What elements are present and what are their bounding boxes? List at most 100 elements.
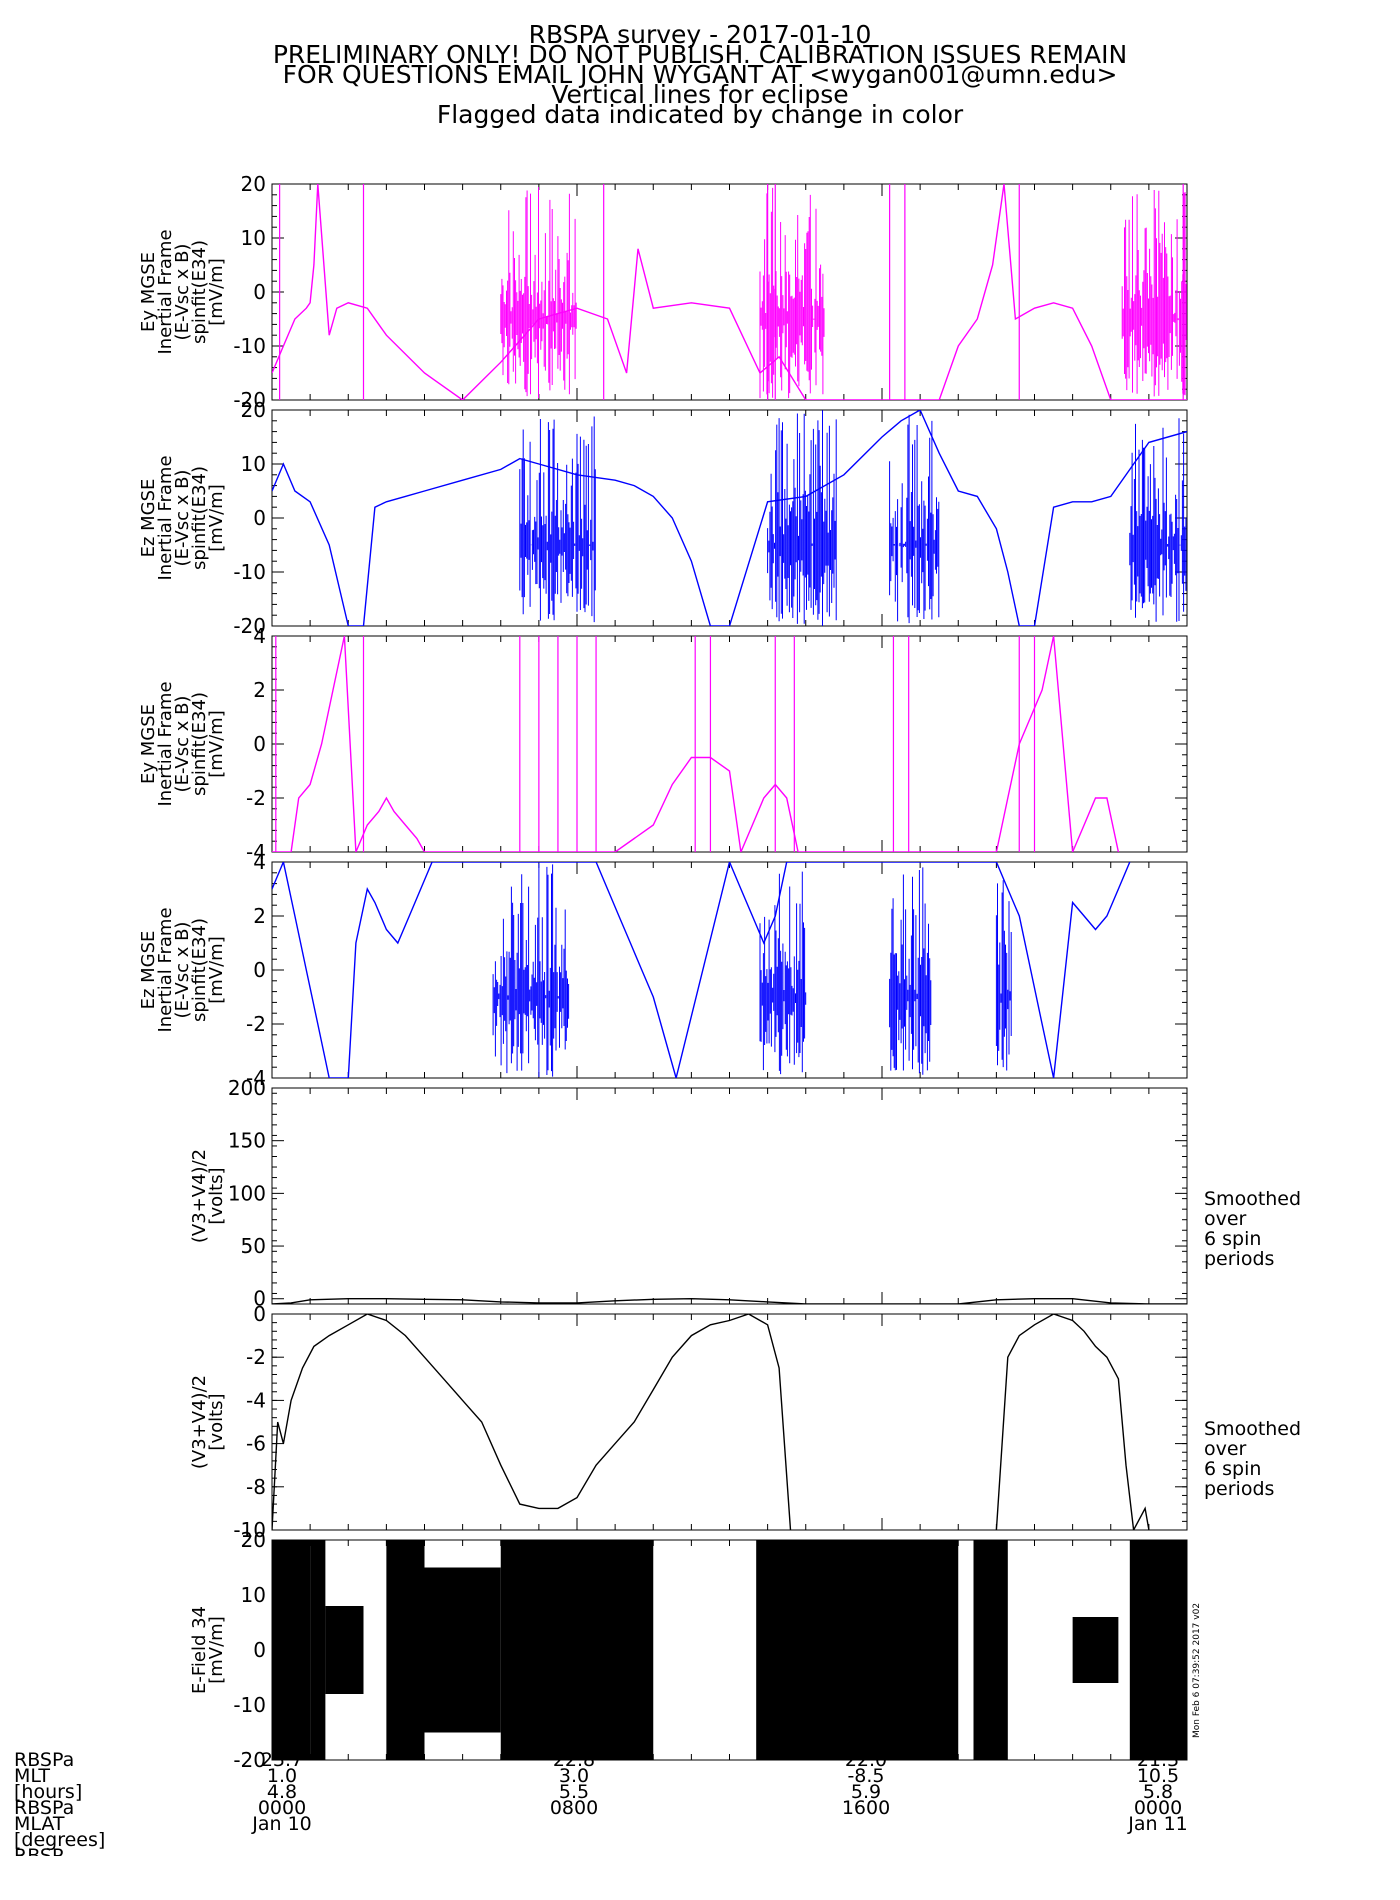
y-tick-label: -2 [246, 1345, 266, 1369]
y-tick-label: -10 [233, 334, 266, 358]
smoothing-note: 6 spin [1204, 1458, 1261, 1480]
noise-band [889, 414, 940, 624]
y-axis-label: spinfit(E34) [189, 692, 210, 796]
y-axis-label: Inertial Frame [155, 907, 176, 1032]
y-tick-label: 4 [253, 850, 266, 874]
smoothing-note: over [1204, 1438, 1247, 1460]
efield-segment [272, 1540, 311, 1760]
footer-label-rbspa-2: RBSPa [14, 1797, 75, 1819]
y-tick-label: -4 [246, 1388, 266, 1412]
noise-band [500, 187, 577, 399]
footer-label-degrees: [degrees] [14, 1829, 106, 1851]
noise-band [1121, 190, 1187, 397]
y-tick-label: 10 [241, 1583, 266, 1607]
series-line-2 [995, 1314, 1150, 1530]
noise-band [759, 871, 807, 1075]
y-axis-label: Ey MGSE [138, 252, 159, 332]
y-tick-label: -8 [246, 1475, 266, 1499]
y-tick-label: 2 [253, 678, 266, 702]
footer-value: 1600 [841, 1797, 891, 1819]
efield-segment [756, 1540, 959, 1760]
y-tick-label: 150 [228, 1129, 266, 1153]
y-tick-label: -20 [233, 388, 266, 412]
y-axis-label: [mV/m] [206, 710, 227, 778]
efield-segment [386, 1540, 425, 1760]
noise-band [889, 867, 932, 1075]
footer-col-4: 21.3 10.5 5.8 0000 Jan 11 [1113, 1749, 1203, 1834]
footer-value: 0000 [257, 1797, 307, 1819]
y-tick-label: 100 [228, 1181, 266, 1205]
footer-value: Jan 10 [252, 1813, 312, 1835]
y-tick-label: 0 [253, 1302, 266, 1326]
y-tick-label: -20 [233, 614, 266, 638]
y-tick-label: 20 [241, 398, 266, 422]
y-axis-label: Inertial Frame [155, 681, 176, 806]
y-tick-label: 50 [241, 1234, 266, 1258]
footer-label-mlat: MLAT [14, 1813, 65, 1835]
footer-value: 22.0 [844, 1749, 888, 1771]
footer-value: 4.8 [266, 1781, 298, 1803]
title-line-3: FOR QUESTIONS EMAIL JOHN WYGANT AT <wyga… [282, 60, 1118, 89]
y-axis-label: (E-Vsc x B) [172, 696, 193, 793]
efield-segment [1129, 1540, 1187, 1760]
efield-segment [310, 1540, 326, 1760]
smoothing-note: over [1204, 1208, 1247, 1230]
y-axis-label: E-Field 34 [189, 1606, 210, 1694]
footer-value: 22.8 [552, 1749, 596, 1771]
panel-frame [271, 409, 1188, 627]
efield-segment [424, 1567, 501, 1733]
y-axis-label: [volts] [206, 1167, 227, 1224]
efield-segment [1072, 1617, 1119, 1683]
y-tick-label: -2 [246, 786, 266, 810]
y-tick-label: -2 [246, 1012, 266, 1036]
smoothing-note: Smoothed [1204, 1418, 1301, 1440]
y-axis-label: Inertial Frame [155, 229, 176, 354]
y-axis-label: spinfit(E34) [189, 918, 210, 1022]
y-tick-label: -4 [246, 840, 266, 864]
y-tick-label: 20 [241, 172, 266, 196]
y-axis-label: Ez MGSE [138, 931, 159, 1010]
efield-segment [500, 1540, 577, 1760]
y-tick-label: -10 [233, 1518, 266, 1542]
footer-value: 5.8 [1142, 1781, 1174, 1803]
y-axis-label: [mV/m] [206, 258, 227, 326]
footer-value: 5.9 [850, 1781, 882, 1803]
efield-segment [973, 1540, 1008, 1760]
y-tick-label: 20 [241, 1528, 266, 1552]
title-line-5: Flagged data indicated by change in colo… [436, 100, 964, 129]
y-tick-label: -10 [233, 560, 266, 584]
y-tick-label: 0 [253, 506, 266, 530]
y-axis-label: [mV/m] [206, 1616, 227, 1684]
y-tick-label: 10 [241, 452, 266, 476]
footer-col-1: 23.7 1.0 4.8 0000 Jan 10 [237, 1749, 327, 1835]
plot-header: RBSPA survey - 2017-01-10 PRELIMINARY ON… [0, 22, 1400, 129]
efield-segment [577, 1540, 654, 1760]
y-axis-label: spinfit(E34) [189, 466, 210, 570]
y-tick-label: 10 [241, 226, 266, 250]
footer-value: 21.3 [1136, 1749, 1180, 1771]
footer-value: 23.7 [260, 1749, 304, 1771]
y-axis-label: spinfit(E34) [189, 240, 210, 344]
footer-label-rbsp: RBSP [14, 1848, 105, 1856]
series-line [272, 862, 1131, 1078]
series-line [272, 636, 1120, 852]
noise-band [767, 410, 837, 626]
noise-band [759, 187, 825, 399]
footer-value: 5.5 [558, 1781, 590, 1803]
y-axis-label: Ez MGSE [138, 479, 159, 558]
y-tick-label: 0 [253, 1287, 266, 1311]
y-axis-label: (E-Vsc x B) [172, 922, 193, 1019]
y-axis-label: [volts] [206, 1393, 227, 1450]
footer-value: 0000 [1133, 1797, 1183, 1819]
panel-frame [271, 1313, 1188, 1531]
noise-band [1129, 418, 1187, 622]
footer-value: 0800 [549, 1797, 599, 1819]
y-tick-label: 200 [228, 1076, 266, 1100]
y-tick-label: 2 [253, 904, 266, 928]
smoothing-note: 6 spin [1204, 1228, 1261, 1250]
series-line [272, 410, 1187, 626]
footer-label-hours: [hours] [14, 1781, 83, 1803]
title-line-2: PRELIMINARY ONLY! DO NOT PUBLISH. CALIBR… [272, 40, 1128, 69]
panel-frame [271, 183, 1188, 401]
